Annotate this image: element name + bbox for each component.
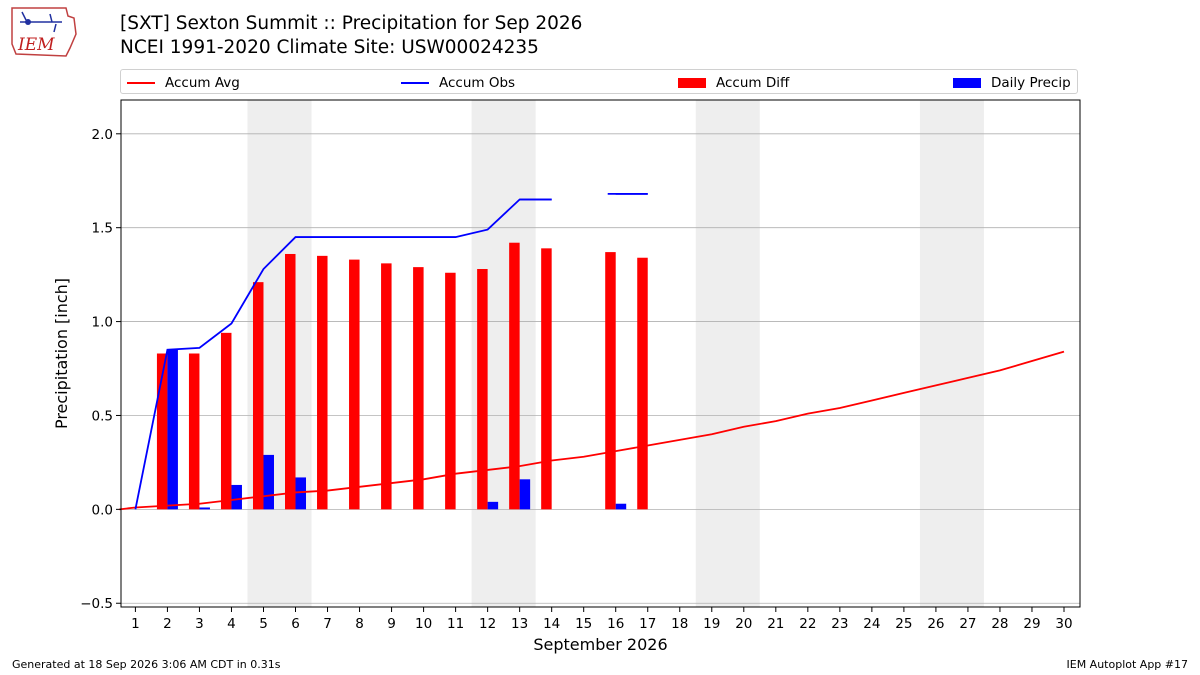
y-axis-label: Precipitation [inch] xyxy=(52,278,71,429)
legend-item-daily-precip: Daily Precip xyxy=(953,70,1071,95)
accum-diff-bar xyxy=(188,353,200,510)
x-tick-label: 5 xyxy=(259,616,268,632)
x-tick-label: 28 xyxy=(991,616,1008,632)
weekend-shade xyxy=(919,100,984,607)
x-tick-label: 2 xyxy=(163,616,172,632)
y-tick-label: 1.5 xyxy=(92,221,113,237)
x-tick-label: 27 xyxy=(959,616,976,632)
logo-text: IEM xyxy=(17,35,55,55)
daily-precip-bar xyxy=(231,484,242,510)
x-axis-label: September 2026 xyxy=(533,635,667,654)
legend-item-accum-avg: Accum Avg xyxy=(127,70,240,95)
accum-diff-bar xyxy=(445,272,456,510)
weekend-shade xyxy=(695,100,760,607)
accum-diff-bar xyxy=(477,269,488,510)
y-tick-label: −0.5 xyxy=(80,596,113,612)
x-tick-label: 20 xyxy=(735,616,752,632)
legend-label: Accum Avg xyxy=(165,74,240,91)
app-label: IEM Autoplot App #17 xyxy=(1066,658,1189,671)
x-tick-label: 17 xyxy=(639,616,656,632)
x-tick-label: 10 xyxy=(415,616,432,632)
accum-diff-bar xyxy=(285,253,296,510)
x-tick-label: 29 xyxy=(1023,616,1040,632)
x-tick-label: 8 xyxy=(355,616,364,632)
x-tick-label: 24 xyxy=(863,616,880,632)
x-tick-label: 15 xyxy=(575,616,592,632)
x-tick-label: 14 xyxy=(543,616,560,632)
x-tick-label: 7 xyxy=(323,616,332,632)
daily-precip-bar xyxy=(295,477,307,510)
legend-swatch xyxy=(401,81,429,84)
legend-item-accum-diff: Accum Diff xyxy=(678,70,789,95)
chart-title: [SXT] Sexton Summit :: Precipitation for… xyxy=(120,13,583,34)
accum-diff-bar xyxy=(349,259,360,510)
x-tick-label: 16 xyxy=(607,616,624,632)
daily-precip-bar xyxy=(487,501,499,510)
x-tick-label: 23 xyxy=(831,616,848,632)
accum-diff-bar xyxy=(541,248,552,510)
legend-label: Accum Obs xyxy=(439,74,516,91)
accum-diff-bar xyxy=(252,282,264,510)
accum-avg-line xyxy=(119,350,1065,511)
generated-note: Generated at 18 Sep 2026 3:06 AM CDT in … xyxy=(12,658,281,671)
x-tick-label: 11 xyxy=(447,616,464,632)
chart-subtitle: NCEI 1991-2020 Climate Site: USW00024235 xyxy=(120,37,539,58)
accum-diff-bar xyxy=(413,267,424,510)
accum-diff-bar xyxy=(637,257,648,510)
y-tick-label: 1.0 xyxy=(92,315,113,331)
accum-diff-bar xyxy=(509,242,520,510)
daily-precip-bar xyxy=(519,479,531,510)
legend-swatch xyxy=(678,77,706,88)
legend-label: Accum Diff xyxy=(716,74,790,91)
x-tick-label: 25 xyxy=(895,616,912,632)
iem-logo: IEM xyxy=(11,7,77,57)
y-tick-label: 0.0 xyxy=(92,502,113,518)
x-tick-label: 9 xyxy=(387,616,396,632)
accum-diff-bar xyxy=(381,263,392,510)
x-tick-label: 21 xyxy=(767,616,784,632)
daily-precip-bar xyxy=(167,349,178,510)
x-tick-label: 30 xyxy=(1055,616,1072,632)
y-tick-label: 0.5 xyxy=(92,408,113,424)
legend-swatch xyxy=(127,81,155,84)
daily-precip-bar xyxy=(615,503,627,510)
x-tick-label: 22 xyxy=(799,616,816,632)
x-tick-label: 3 xyxy=(195,616,204,632)
legend-label: Daily Precip xyxy=(991,74,1071,91)
accum-diff-bar xyxy=(605,252,616,510)
legend-swatch xyxy=(953,77,981,88)
accum-obs-line xyxy=(134,198,552,510)
accum-diff-bar xyxy=(220,332,232,510)
daily-precip-bar xyxy=(199,507,210,510)
chart-legend: Accum Avg Accum Obs Accum Diff Daily Pre… xyxy=(120,69,1078,94)
accum-diff-bar xyxy=(156,353,168,510)
x-tick-label: 4 xyxy=(227,616,236,632)
x-tick-label: 6 xyxy=(291,616,300,632)
x-tick-label: 12 xyxy=(479,616,496,632)
x-tick-label: 26 xyxy=(927,616,944,632)
x-tick-label: 19 xyxy=(703,616,720,632)
x-tick-label: 18 xyxy=(671,616,688,632)
y-tick-label: 2.0 xyxy=(92,127,113,143)
plot-frame xyxy=(120,99,1081,608)
daily-precip-bar xyxy=(263,454,274,510)
x-tick-label: 13 xyxy=(511,616,528,632)
legend-item-accum-obs: Accum Obs xyxy=(401,70,515,95)
accum-diff-bar xyxy=(317,255,328,510)
x-tick-label: 1 xyxy=(131,616,140,632)
